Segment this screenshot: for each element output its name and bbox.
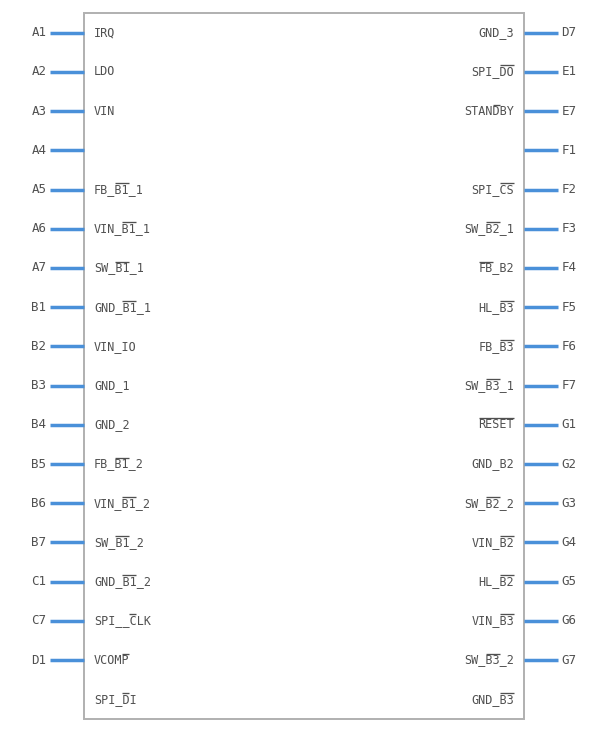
Text: SW_B3_2: SW_B3_2 xyxy=(465,654,514,667)
Text: GND_B1_2: GND_B1_2 xyxy=(94,575,151,588)
Text: B3: B3 xyxy=(32,379,46,392)
Text: G5: G5 xyxy=(562,575,576,588)
Text: GND_3: GND_3 xyxy=(478,26,514,40)
Text: FB_B3: FB_B3 xyxy=(478,340,514,353)
Text: RESET: RESET xyxy=(478,418,514,431)
Text: G3: G3 xyxy=(562,497,576,509)
Text: D1: D1 xyxy=(32,654,46,667)
Text: B5: B5 xyxy=(32,458,46,471)
Text: VIN_B1_1: VIN_B1_1 xyxy=(94,223,151,235)
Text: VIN: VIN xyxy=(94,105,116,118)
Text: A2: A2 xyxy=(32,65,46,78)
Text: IRQ: IRQ xyxy=(94,26,116,40)
Text: G6: G6 xyxy=(562,614,576,627)
Text: E1: E1 xyxy=(562,65,576,78)
Text: D7: D7 xyxy=(562,26,576,40)
Text: VIN_B3: VIN_B3 xyxy=(471,614,514,627)
Text: A7: A7 xyxy=(32,261,46,274)
Text: SW_B3_1: SW_B3_1 xyxy=(465,379,514,392)
Text: A4: A4 xyxy=(32,144,46,157)
Text: SW_B1_2: SW_B1_2 xyxy=(94,536,143,549)
Text: SW_B2_1: SW_B2_1 xyxy=(465,223,514,235)
Text: SPI_DI: SPI_DI xyxy=(94,692,137,706)
Text: B4: B4 xyxy=(32,418,46,431)
Text: GND_B1_1: GND_B1_1 xyxy=(94,301,151,314)
Text: F3: F3 xyxy=(562,223,576,235)
Text: E7: E7 xyxy=(562,105,576,118)
Text: SW_B2_2: SW_B2_2 xyxy=(465,497,514,509)
Text: GND_B2: GND_B2 xyxy=(471,458,514,471)
Text: A1: A1 xyxy=(32,26,46,40)
Text: G4: G4 xyxy=(562,536,576,549)
Text: B1: B1 xyxy=(32,301,46,314)
Text: F1: F1 xyxy=(562,144,576,157)
Text: B6: B6 xyxy=(32,497,46,509)
Text: A6: A6 xyxy=(32,223,46,235)
Text: SPI__CLK: SPI__CLK xyxy=(94,614,151,627)
Text: SW_B1_1: SW_B1_1 xyxy=(94,261,143,274)
Text: G1: G1 xyxy=(562,418,576,431)
Text: GND_2: GND_2 xyxy=(94,418,130,431)
Text: A5: A5 xyxy=(32,183,46,196)
Text: GND_B3: GND_B3 xyxy=(471,692,514,706)
Text: VCOMP: VCOMP xyxy=(94,654,130,667)
Text: SPI_DO: SPI_DO xyxy=(471,65,514,78)
Text: C1: C1 xyxy=(32,575,46,588)
Text: VIN_B2: VIN_B2 xyxy=(471,536,514,549)
Text: C7: C7 xyxy=(32,614,46,627)
Text: GND_1: GND_1 xyxy=(94,379,130,392)
Text: HL_B3: HL_B3 xyxy=(478,301,514,314)
Text: FB_B1_2: FB_B1_2 xyxy=(94,458,143,471)
Text: F4: F4 xyxy=(562,261,576,274)
Text: SPI_CS: SPI_CS xyxy=(471,183,514,196)
Text: VIN_B1_2: VIN_B1_2 xyxy=(94,497,151,509)
Text: A3: A3 xyxy=(32,105,46,118)
Text: LDO: LDO xyxy=(94,65,116,78)
Text: STANDBY: STANDBY xyxy=(465,105,514,118)
Text: F2: F2 xyxy=(562,183,576,196)
Text: F6: F6 xyxy=(562,340,576,353)
Text: B2: B2 xyxy=(32,340,46,353)
Bar xyxy=(84,13,524,719)
Text: B7: B7 xyxy=(32,536,46,549)
Text: G2: G2 xyxy=(562,458,576,471)
Text: G7: G7 xyxy=(562,654,576,667)
Text: HL_B2: HL_B2 xyxy=(478,575,514,588)
Text: F7: F7 xyxy=(562,379,576,392)
Text: FB_B2: FB_B2 xyxy=(478,261,514,274)
Text: FB_B1_1: FB_B1_1 xyxy=(94,183,143,196)
Text: VIN_IO: VIN_IO xyxy=(94,340,137,353)
Text: F5: F5 xyxy=(562,301,576,314)
